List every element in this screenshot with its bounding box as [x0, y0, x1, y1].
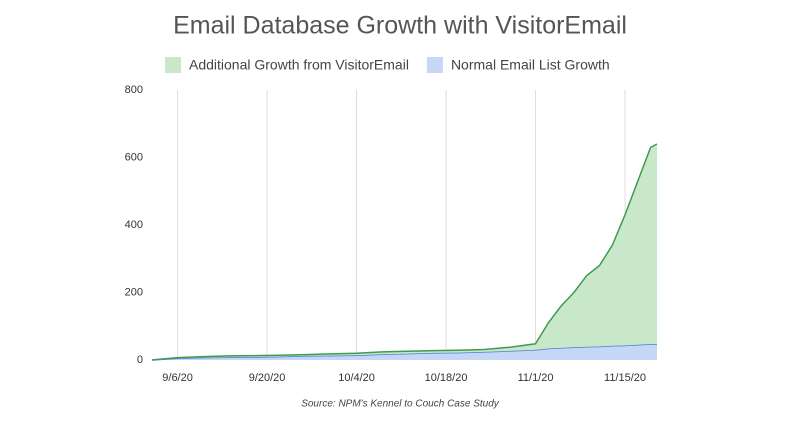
legend-label: Additional Growth from VisitorEmail: [189, 57, 409, 73]
legend-swatch: [165, 57, 181, 73]
area-line: [151, 143, 658, 361]
x-tick-label: 10/4/20: [338, 372, 375, 384]
source-note: Source: NPM's Kennel to Couch Case Study: [301, 399, 500, 410]
y-tick-label: 0: [137, 354, 143, 366]
chart-title: Email Database Growth with VisitorEmail: [173, 12, 627, 40]
area: [152, 144, 657, 360]
x-tick-label: 10/18/20: [425, 372, 468, 384]
area: [152, 344, 657, 360]
y-tick-label: 200: [125, 286, 143, 298]
y-tick-label: 800: [125, 84, 143, 96]
x-tick-label: 9/6/20: [162, 372, 193, 384]
legend-label: Normal Email List Growth: [451, 57, 610, 73]
x-tick-label: 9/20/20: [249, 372, 286, 384]
y-tick-label: 600: [125, 151, 143, 163]
x-tick-label: 11/1/20: [518, 372, 554, 384]
y-tick-label: 400: [125, 219, 143, 231]
x-tick-label: 11/15/20: [604, 372, 646, 384]
legend-swatch: [426, 57, 443, 73]
